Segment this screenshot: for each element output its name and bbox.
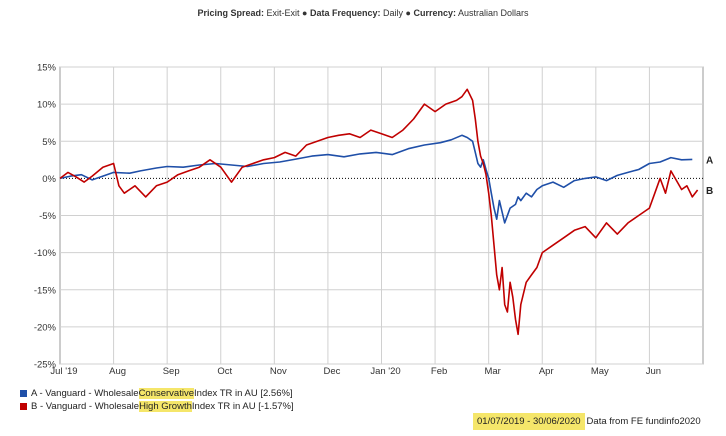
x-tick-label: Dec: [323, 366, 340, 377]
x-tick-label: Oct: [217, 366, 232, 377]
y-tick-label: -15%: [34, 285, 57, 296]
legend-item-a[interactable]: A - Vanguard - Wholesale Conservative In…: [20, 387, 294, 400]
currency-label: Currency:: [413, 8, 456, 18]
data-frequency-value: Daily: [383, 8, 404, 18]
date-range-badge: 01/07/2019 - 30/06/2020: [473, 413, 585, 430]
legend-suffix: Index TR in AU [-1.57%]: [191, 401, 294, 412]
x-tick-label: Feb: [431, 366, 447, 377]
legend-highlight: High Growth: [139, 401, 192, 412]
y-tick-label: 15%: [37, 63, 57, 74]
pricing-spread-label: Pricing Spread:: [197, 8, 264, 18]
x-tick-label: Jul '19: [50, 366, 77, 377]
legend-prefix: A - Vanguard - Wholesale: [31, 388, 139, 399]
legend-highlight: Conservative: [138, 388, 195, 399]
y-tick-label: 5%: [42, 137, 56, 148]
pricing-spread-value: Exit-Exit: [266, 8, 300, 18]
legend-item-b[interactable]: B - Vanguard - Wholesale High Growth Ind…: [20, 400, 294, 413]
legend-prefix: B - Vanguard - Wholesale: [31, 401, 140, 412]
x-tick-label: May: [591, 366, 609, 377]
y-tick-label: -20%: [34, 322, 57, 333]
x-tick-label: Jan '20: [370, 366, 400, 377]
x-tick-label: Aug: [109, 366, 126, 377]
series-line-a: [59, 134, 693, 224]
y-tick-label: 0%: [42, 174, 56, 185]
x-tick-label: Sep: [163, 366, 180, 377]
data-source-note: Data from FE fundinfo2020: [586, 416, 701, 427]
y-tick-label: 10%: [37, 100, 57, 111]
separator-dot: ●: [405, 8, 411, 18]
separator-dot: ●: [302, 8, 308, 18]
chart-footer: 01/07/2019 - 30/06/2020 Data from FE fun…: [473, 413, 701, 430]
series-line-b: [59, 88, 699, 336]
chart-legend: A - Vanguard - Wholesale Conservative In…: [20, 387, 294, 413]
legend-swatch-a: [20, 390, 27, 397]
series-end-label-b: B: [706, 186, 713, 197]
data-frequency-label: Data Frequency:: [309, 8, 381, 18]
currency-value: Australian Dollars: [458, 8, 529, 18]
legend-swatch-b: [20, 403, 27, 410]
x-tick-label: Apr: [539, 366, 554, 377]
x-tick-label: Mar: [484, 366, 500, 377]
x-tick-label: Jun: [646, 366, 661, 377]
y-tick-label: -10%: [34, 248, 57, 259]
x-tick-label: Nov: [270, 366, 287, 377]
chart-subtitle: Pricing Spread: Exit-Exit ● Data Frequen…: [0, 8, 726, 18]
legend-suffix: Index TR in AU [2.56%]: [194, 388, 293, 399]
y-tick-label: -5%: [39, 211, 56, 222]
y-tick-label: -25%: [34, 360, 57, 371]
series-end-label-a: A: [706, 155, 713, 166]
